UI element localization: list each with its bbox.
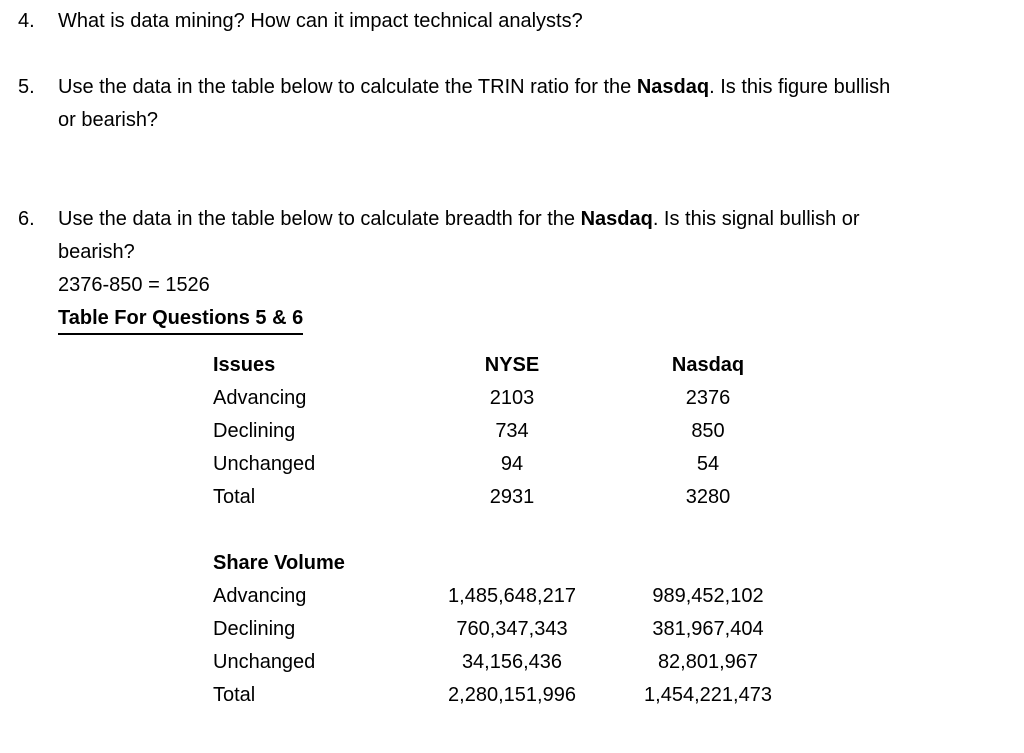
question-5-text-segment: . Is this figure bullish	[709, 76, 891, 98]
question-4-text: What is data mining? How can it impact t…	[58, 10, 583, 32]
table-row: Declining 734 850	[213, 415, 793, 448]
question-5-text-segment: or bearish?	[58, 109, 159, 131]
table-gap-cell	[587, 580, 623, 613]
cell-nasdaq-unchanged: 54	[696, 453, 720, 475]
row-label-declining-volume: Declining	[213, 618, 296, 640]
table-row: Advancing 1,485,648,217 989,452,102	[213, 580, 793, 613]
table-row: Unchanged 94 54	[213, 448, 793, 481]
cell-nyse-advancing: 2103	[489, 387, 535, 409]
table-title: Table For Questions 5 & 6	[58, 302, 1024, 335]
question-6-text-segment: bearish?	[58, 241, 135, 263]
question-4-line-1: What is data mining? How can it impact t…	[58, 5, 1024, 38]
question-6-number: 6.	[18, 208, 35, 230]
question-5-nasdaq-bold: Nasdaq	[636, 76, 710, 98]
cell-nasdaq-total-volume: 1,454,221,473	[644, 684, 772, 706]
table-gap-cell	[587, 448, 623, 481]
question-5-line-2: or bearish?	[58, 104, 1024, 137]
table-gap-cell	[587, 646, 623, 679]
row-label-advancing: Advancing	[213, 387, 307, 409]
cell-nyse-unchanged: 94	[500, 453, 524, 475]
question-6-text-segment: Use the data in the table below to calcu…	[58, 208, 581, 230]
cell-nyse-declining-volume: 760,347,343	[456, 618, 568, 640]
cell-nyse-advancing-volume: 1,485,648,217	[448, 585, 576, 607]
breadth-calculation: 2376-850 = 1526	[58, 269, 1024, 302]
table-header-empty	[437, 547, 587, 580]
row-label-total: Total	[213, 486, 256, 508]
cell-nyse-total: 2931	[489, 486, 535, 508]
cell-nasdaq-total: 3280	[685, 486, 731, 508]
question-6-line-2: bearish?	[58, 236, 1024, 269]
question-5-body: Use the data in the table below to calcu…	[58, 71, 1024, 137]
row-label-unchanged: Unchanged	[213, 453, 316, 475]
cell-nasdaq-advancing: 2376	[685, 387, 731, 409]
table-row: Total 2931 3280	[213, 481, 793, 514]
cell-nasdaq-unchanged-volume: 82,801,967	[657, 651, 759, 673]
table-row: Total 2,280,151,996 1,454,221,473	[213, 679, 793, 712]
row-label-advancing-volume: Advancing	[213, 585, 307, 607]
table-gap-cell	[587, 349, 623, 382]
row-label-declining: Declining	[213, 420, 296, 442]
question-6-line-1: Use the data in the table below to calcu…	[58, 203, 1024, 236]
table-gap-cell	[587, 415, 623, 448]
table-gap-cell	[587, 613, 623, 646]
table-section-spacer	[213, 514, 793, 547]
row-label-unchanged-volume: Unchanged	[213, 651, 316, 673]
table-header-nasdaq: Nasdaq	[671, 354, 745, 376]
table-gap-cell	[587, 382, 623, 415]
cell-nyse-declining: 734	[495, 420, 529, 442]
cell-nyse-unchanged-volume: 34,156,436	[461, 651, 563, 673]
table-header-issues: Issues	[213, 354, 276, 376]
table-header-nyse: NYSE	[484, 354, 540, 376]
table-gap-cell	[587, 547, 623, 580]
table-header-row-issues: Issues NYSE Nasdaq	[213, 349, 793, 382]
table-row: Declining 760,347,343 381,967,404	[213, 613, 793, 646]
table-header-share-volume: Share Volume	[213, 552, 345, 574]
cell-nyse-total-volume: 2,280,151,996	[448, 684, 576, 706]
question-4: 4. What is data mining? How can it impac…	[0, 5, 1024, 38]
question-5: 5. Use the data in the table below to ca…	[0, 71, 1024, 137]
data-table: Issues NYSE Nasdaq Advancing 2103 2376 D…	[213, 349, 793, 712]
table-gap-cell	[587, 679, 623, 712]
table-row: Advancing 2103 2376	[213, 382, 793, 415]
table-header-row-share-volume: Share Volume	[213, 547, 793, 580]
question-6: 6. Use the data in the table below to ca…	[0, 203, 1024, 335]
table-header-empty	[623, 547, 793, 580]
cell-nasdaq-declining: 850	[691, 420, 725, 442]
breadth-calculation-text: 2376-850 = 1526	[58, 274, 210, 296]
question-4-number: 4.	[18, 10, 35, 32]
question-6-nasdaq-bold: Nasdaq	[580, 208, 653, 230]
question-6-text-segment: . Is this signal bullish or	[652, 208, 860, 230]
table-row: Unchanged 34,156,436 82,801,967	[213, 646, 793, 679]
table-title-text: Table For Questions 5 & 6	[58, 304, 304, 335]
question-4-body: What is data mining? How can it impact t…	[58, 5, 1024, 38]
row-label-total-volume: Total	[213, 684, 256, 706]
table-gap-cell	[587, 481, 623, 514]
question-5-line-1: Use the data in the table below to calcu…	[58, 71, 1024, 104]
question-6-body: Use the data in the table below to calcu…	[58, 203, 1024, 335]
cell-nasdaq-advancing-volume: 989,452,102	[652, 585, 764, 607]
cell-nasdaq-declining-volume: 381,967,404	[652, 618, 764, 640]
question-5-number: 5.	[18, 76, 35, 98]
question-5-text-segment: Use the data in the table below to calcu…	[58, 76, 637, 98]
